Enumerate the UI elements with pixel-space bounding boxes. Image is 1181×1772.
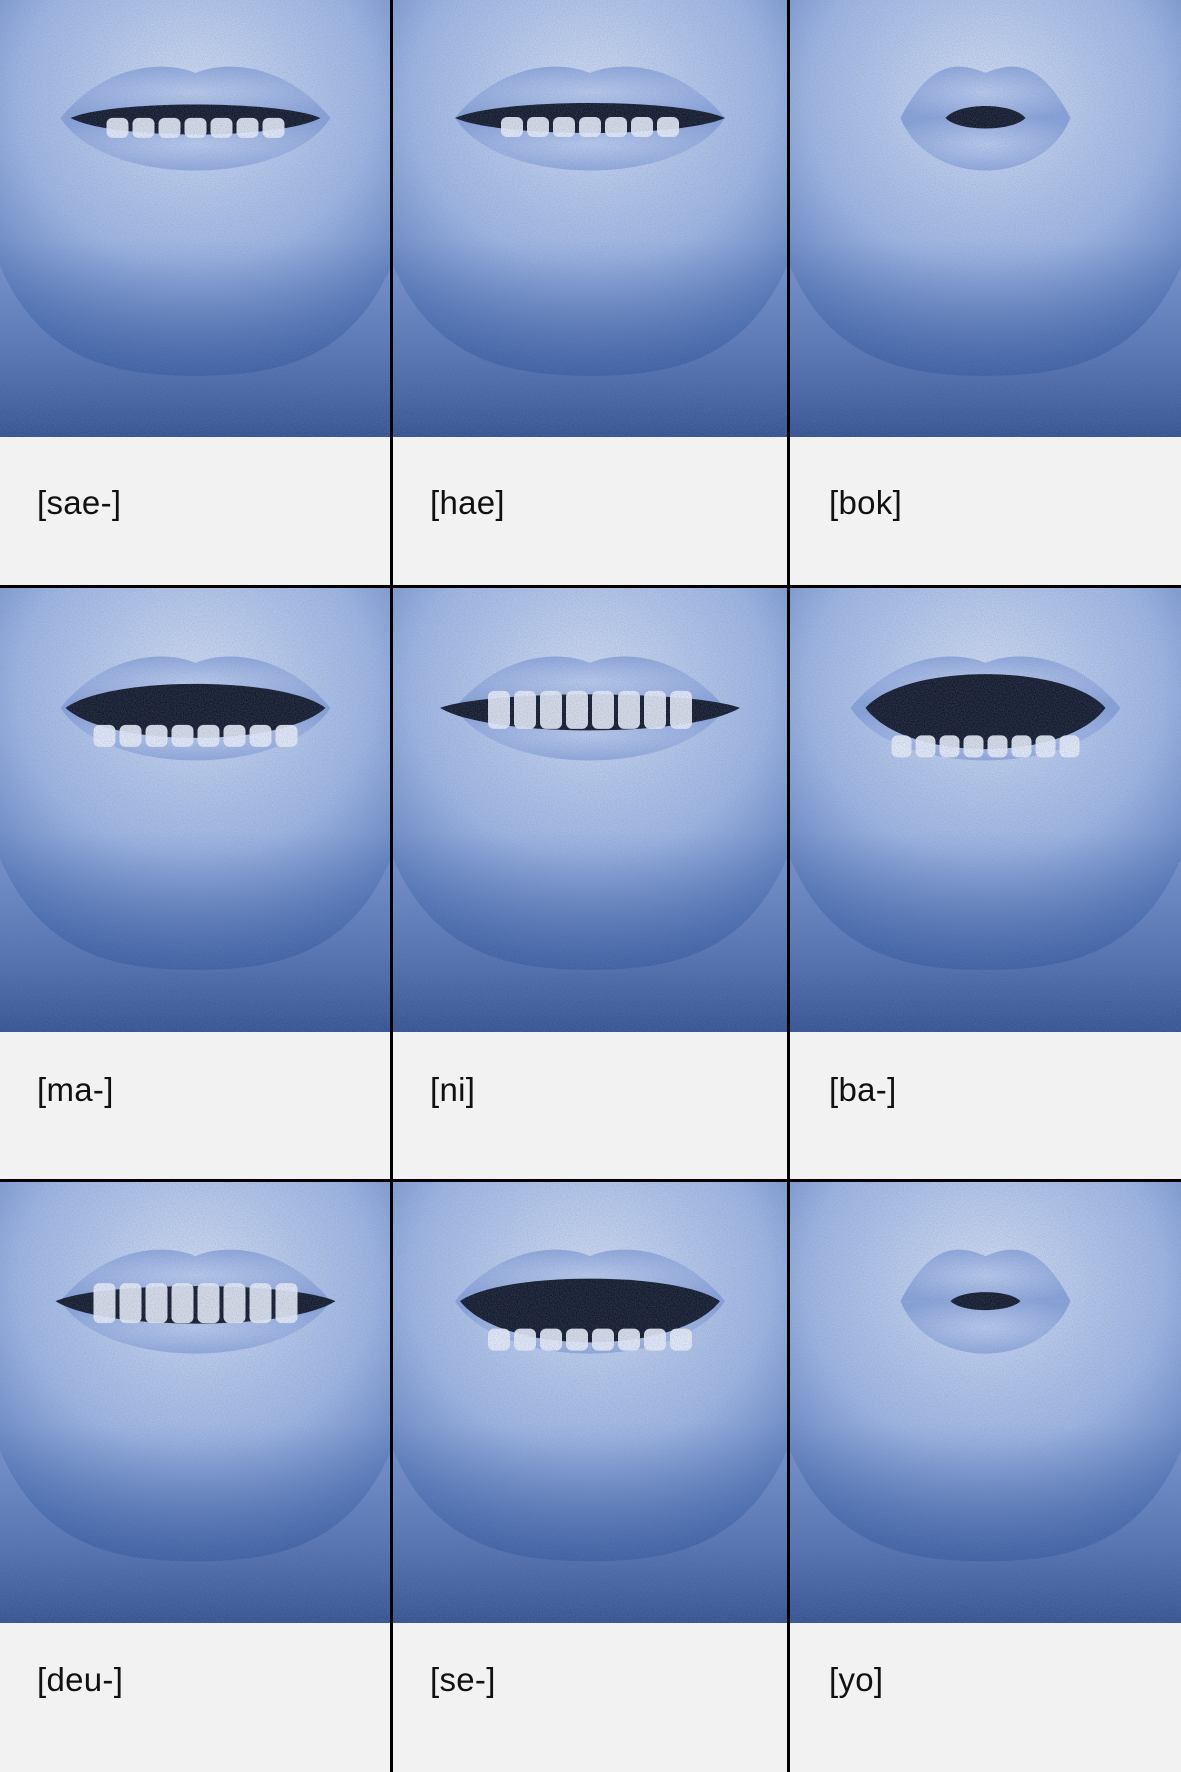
- syllable-label: [se-]: [430, 1661, 496, 1698]
- mouth-panel: [ba-]: [790, 588, 1181, 1179]
- column-divider: [787, 0, 790, 1772]
- row-divider: [0, 585, 1181, 588]
- syllable-label: [sae-]: [37, 484, 122, 521]
- mouth-photo: [790, 0, 1181, 437]
- mouth-panel: [ma-]: [0, 588, 391, 1179]
- mouth-panel: [sae-]: [0, 0, 391, 586]
- syllable-label: [yo]: [829, 1661, 884, 1698]
- mouth-panel: [deu-]: [0, 1182, 391, 1772]
- mouth-photo: [393, 1182, 787, 1623]
- syllable-label: [bok]: [829, 484, 903, 521]
- mouth-panel: [se-]: [393, 1182, 787, 1772]
- mouth-panel: [bok]: [790, 0, 1181, 586]
- mouth-photo: [790, 1182, 1181, 1623]
- mouth-photo: [393, 588, 787, 1032]
- mouth-panel: [ni]: [393, 588, 787, 1179]
- mouth-panel: [yo]: [790, 1182, 1181, 1772]
- mouth-panel: [hae]: [393, 0, 787, 586]
- mouth-photo: [790, 588, 1181, 1032]
- syllable-label: [ni]: [430, 1071, 476, 1108]
- mouth-photo: [0, 0, 391, 437]
- syllable-label: [ba-]: [829, 1071, 897, 1108]
- mouth-photo: [393, 0, 787, 437]
- syllable-label: [ma-]: [37, 1071, 114, 1108]
- syllable-label: [hae]: [430, 484, 505, 521]
- mouth-photo: [0, 588, 391, 1032]
- syllable-label: [deu-]: [37, 1661, 124, 1698]
- column-divider: [390, 0, 393, 1772]
- mouth-photo: [0, 1182, 391, 1623]
- row-divider: [0, 1179, 1181, 1182]
